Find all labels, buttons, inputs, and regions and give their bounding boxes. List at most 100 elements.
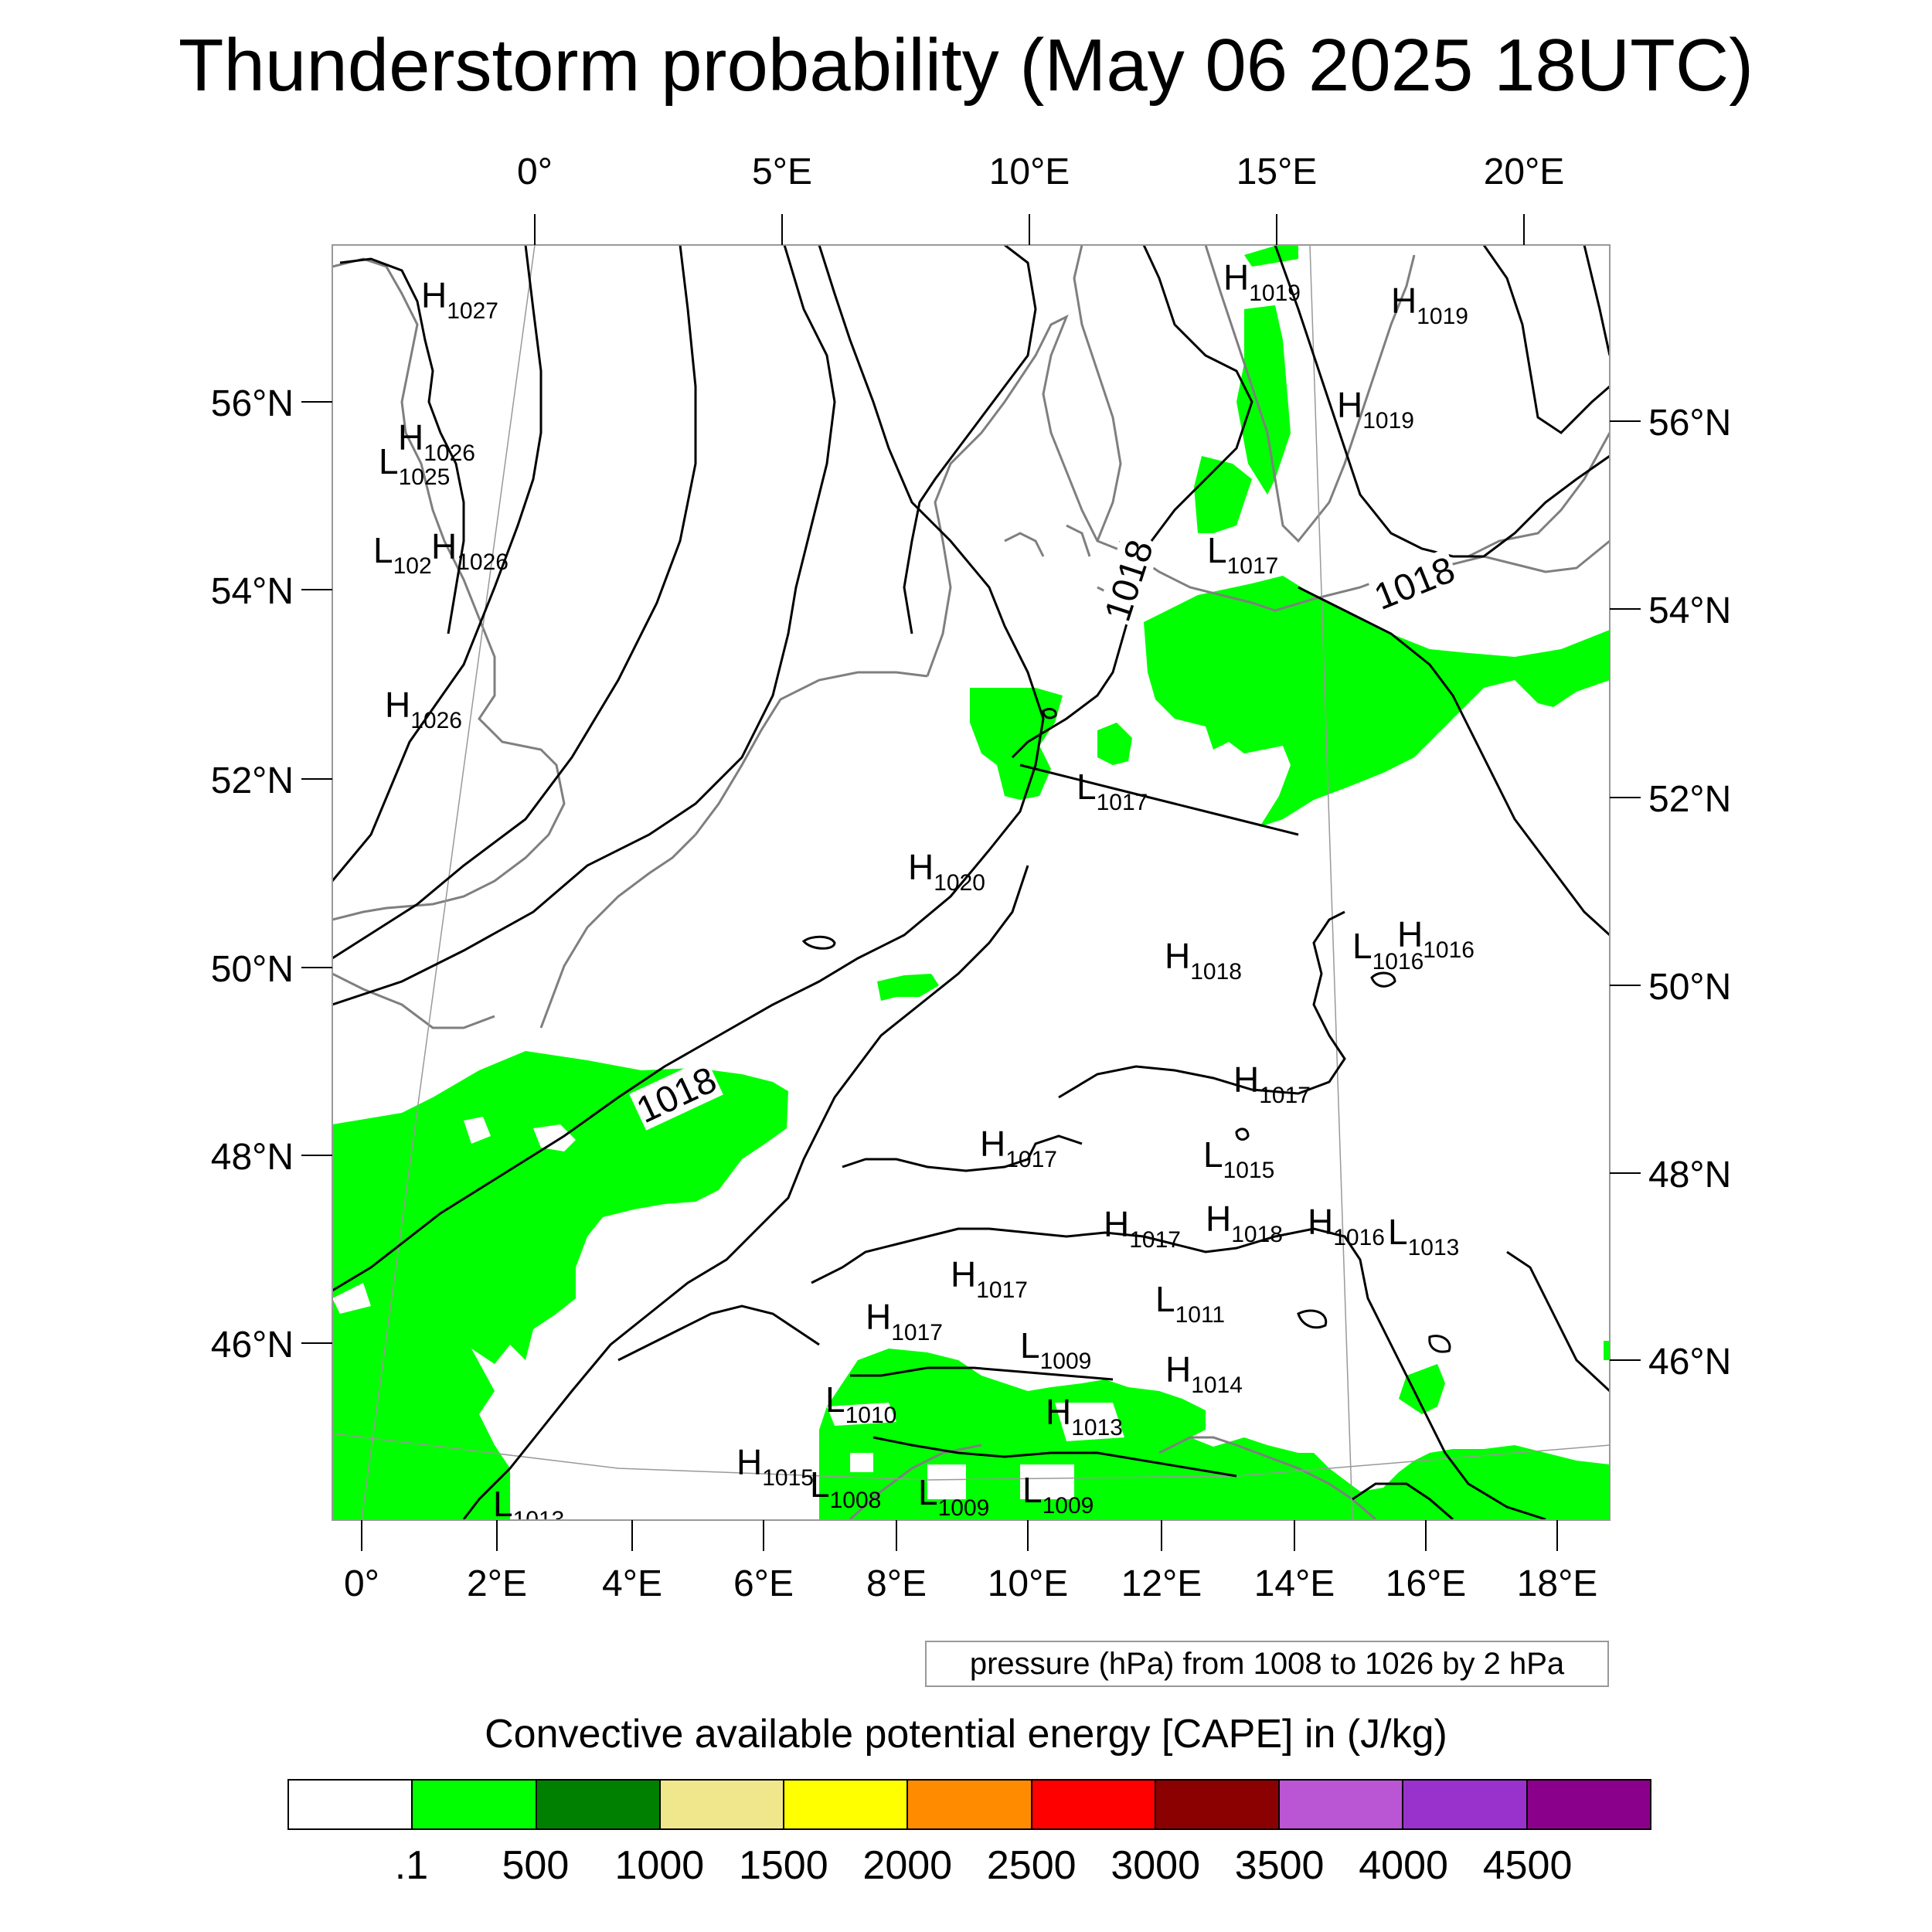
high-pressure-label: H1017 [866,1297,943,1345]
colorbar-tick-label: .1 [394,1843,429,1888]
isobar-closed-4 [1042,708,1057,719]
cape-area-sweden-top [1244,246,1298,267]
right-lat-label: 56°N [1648,403,1731,444]
cape-area-sweden-north [1236,305,1291,495]
high-pressure-label: H1019 [1391,281,1468,329]
colorbar-label: Convective available potential energy [C… [485,1712,1447,1757]
colorbar-tick-label: 2500 [986,1843,1077,1888]
right-lat-label: 48°N [1648,1155,1731,1196]
cape-holes [332,1117,1124,1499]
low-pressure-label: L1015 [1203,1134,1274,1183]
coast-benelux [694,671,928,835]
graticule [332,245,1610,1520]
colorbar-swatch [1403,1781,1528,1828]
left-lat-label: 46°N [211,1325,294,1366]
low-pressure-label: L1017 [1077,767,1148,815]
isobar-20 [872,1436,1237,1478]
isobar-22 [1352,1482,1454,1520]
left-lat-label: 50°N [211,949,294,990]
isobar-6 [903,245,1037,634]
low-pressure-label: L1013 [1388,1212,1459,1260]
bottom-lon-label: 14°E [1254,1563,1335,1604]
isobar-17 [811,1227,1546,1520]
high-pressure-label: H1020 [908,847,985,896]
high-pressure-label: H1017 [1233,1060,1311,1108]
colorbar-swatch [908,1781,1032,1828]
cape-area-northeast [1144,576,1610,827]
isobar-19 [850,1366,1114,1381]
high-pressure-label: H1026 [398,417,475,466]
bottom-lon-label: 6°E [733,1563,794,1604]
top-lon-label: 20°E [1484,151,1565,192]
colorbar-tick-label: 1500 [738,1843,828,1888]
isobar-9 [1274,245,1610,558]
high-pressure-label: H1016 [1308,1202,1385,1250]
isobar-12 [1298,586,1610,937]
coast-adriatic [1158,1436,1376,1520]
bottom-lon-label: 4°E [602,1563,662,1604]
low-pressure-label: L1009 [1022,1470,1094,1519]
colorbar-tick-label: 4000 [1359,1843,1448,1888]
high-pressure-label: H1016 [1397,914,1475,963]
high-pressure-label: H1019 [1223,257,1301,306]
bottom-lon-label: 10°E [988,1563,1069,1604]
low-pressure-label: L102 [373,530,432,579]
isobar-8 [1142,245,1253,542]
isobar-16 [842,1134,1083,1172]
low-pressure-label: L1011 [1155,1279,1225,1328]
high-pressure-label: H1013 [1046,1392,1123,1440]
isobar-21 [1506,1250,1610,1393]
colorbar-tick-label: 2000 [862,1843,953,1888]
high-pressure-label: H1019 [1337,385,1414,434]
isobar-14 [462,865,1029,1520]
isobar-closed-1 [801,935,836,950]
isobars [332,245,1610,1520]
map-frame [332,244,1611,1521]
cape-area-benelux-east [970,688,1063,800]
cape-area-france [332,1051,788,1519]
colorbar-tick-label: 1000 [614,1843,705,1888]
low-pressure-label: L1008 [810,1464,881,1513]
high-pressure-label: H1027 [421,275,498,324]
isobar-4 [332,245,836,1006]
top-lon-labels: 0° 5°E 10°E 15°E 20°E [517,151,1564,192]
colorbar-swatch [1527,1781,1650,1828]
colorbar-tick-label: 4500 [1482,1843,1573,1888]
colorbar-swatch [413,1781,537,1828]
colorbar-tick-label: 3500 [1234,1843,1325,1888]
isobar-11 [1583,245,1610,356]
left-lat-label: 52°N [211,760,294,801]
high-pressure-label: H1026 [385,685,462,733]
coast-britain-south [332,972,495,1029]
isobar-5 [332,245,1045,1292]
cape-area-small1 [877,974,939,1001]
top-lon-label: 15°E [1236,151,1318,192]
right-lat-label: 54°N [1648,590,1731,631]
low-pressure-label: L1009 [1020,1325,1091,1374]
low-pressure-label: L1013 [493,1484,564,1532]
bottom-lon-label: 18°E [1517,1563,1598,1604]
left-lat-label: 56°N [211,383,294,424]
tick-marks [301,214,1641,1551]
colorbar-ticks: .1 500 1000 1500 2000 2500 3000 3500 4000 4500 [0,1842,1932,1896]
colorbar-tick-label: 3000 [1111,1843,1201,1888]
colorbar-swatch [1280,1781,1404,1828]
isobar-closed-5 [1297,1309,1328,1329]
isobar-3 [332,245,697,960]
bottom-lon-label: 0° [344,1563,379,1604]
right-lat-label: 52°N [1648,779,1731,820]
right-lat-label: 46°N [1648,1342,1731,1383]
left-lat-labels: 56°N 54°N 52°N 50°N 48°N 46°N [211,383,294,1366]
isobar-closed-3 [1370,971,1396,988]
bottom-lon-label: 12°E [1121,1563,1202,1604]
colorbar-swatch [784,1781,909,1828]
left-lat-label: 54°N [211,571,294,612]
isobar-13 [1019,764,1299,836]
low-pressure-label: L1017 [1207,530,1278,579]
low-pressure-label: L1016 [1352,926,1423,975]
high-pressure-label: H1017 [1104,1204,1181,1253]
cape-colorbar [287,1779,1651,1830]
low-pressure-label: L1025 [379,441,450,490]
